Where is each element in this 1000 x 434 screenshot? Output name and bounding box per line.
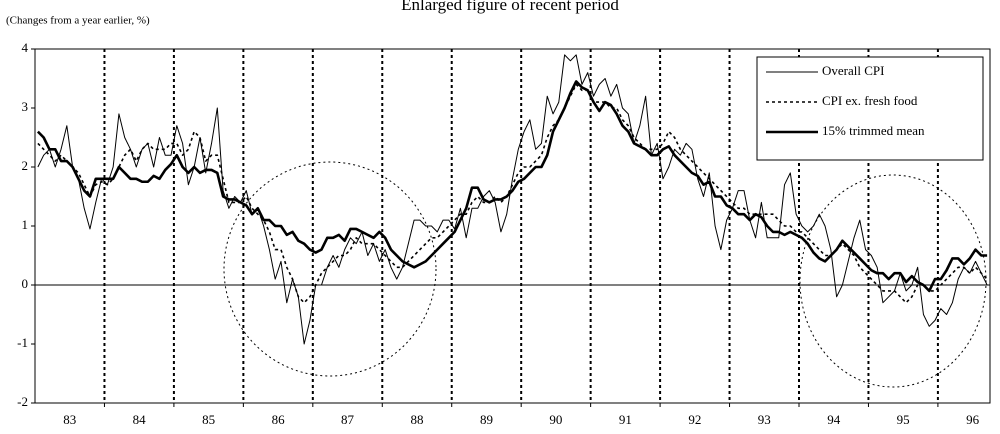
chart-title: Enlarged figure of recent period — [401, 0, 619, 14]
highlight-circle — [223, 161, 437, 377]
legend-box — [756, 56, 984, 161]
highlight-circle — [799, 174, 987, 388]
x-tick-label: 84 — [133, 412, 147, 427]
y-tick-label: 2 — [22, 158, 29, 173]
y-tick-label: -1 — [17, 335, 28, 350]
x-tick-label: 92 — [688, 412, 701, 427]
legend-label: 15% trimmed mean — [822, 123, 925, 138]
x-tick-label: 94 — [827, 412, 841, 427]
series-line — [37, 54, 988, 345]
y-tick-label: 3 — [22, 99, 29, 114]
legend: Overall CPI CPI ex. fresh food 15% trimmed… — [756, 56, 984, 161]
x-tick-label: 90 — [549, 412, 562, 427]
x-tick-label: 93 — [758, 412, 771, 427]
x-tick-label: 83 — [63, 412, 76, 427]
y-tick-label: 4 — [22, 40, 29, 55]
legend-label: Overall CPI — [822, 63, 884, 78]
series-line — [37, 83, 988, 304]
y-axis-label: (Changes from a year earlier, %) — [6, 15, 150, 27]
x-tick-label: 87 — [341, 412, 355, 427]
x-tick-label: 96 — [966, 412, 980, 427]
x-tick-label: 86 — [272, 412, 286, 427]
y-tick-label: 1 — [22, 217, 29, 232]
y-tick-label: 0 — [22, 276, 29, 291]
x-tick-label: 91 — [619, 412, 632, 427]
series-line — [36, 80, 988, 293]
y-tick-label: -2 — [17, 394, 28, 409]
x-tick-label: 95 — [897, 412, 910, 427]
x-tick-label: 88 — [411, 412, 424, 427]
legend-label: CPI ex. fresh food — [822, 93, 918, 108]
x-tick-label: 85 — [202, 412, 215, 427]
x-tick-label: 89 — [480, 412, 493, 427]
